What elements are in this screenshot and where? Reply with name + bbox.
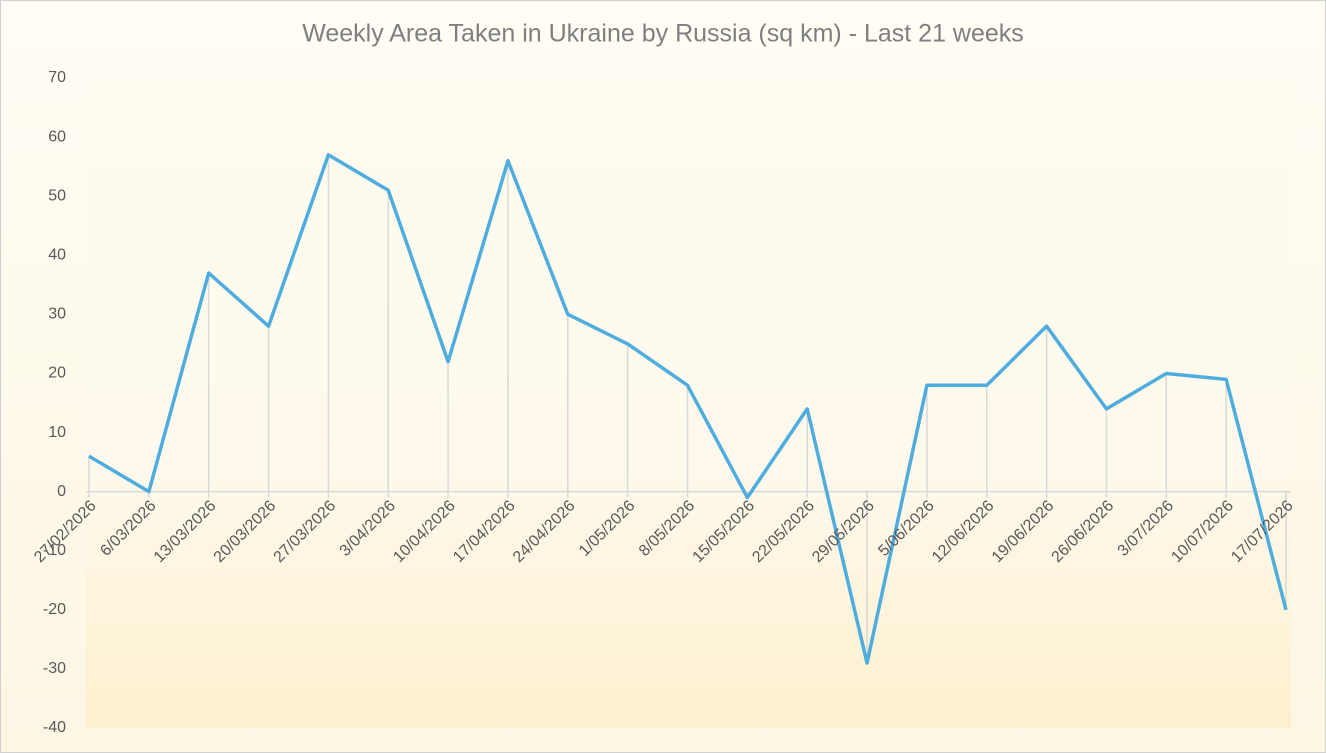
- y-tick-label: 40: [48, 246, 66, 263]
- y-tick-label: -10: [43, 542, 66, 559]
- plot-area: [86, 78, 1291, 728]
- y-tick-label: -40: [43, 719, 66, 736]
- y-tick-label: 20: [48, 365, 66, 382]
- y-tick-label: 10: [48, 424, 66, 441]
- y-tick-label: 50: [48, 187, 66, 204]
- y-tick-label: 30: [48, 306, 66, 323]
- chart-title: Weekly Area Taken in Ukraine by Russia (…: [302, 20, 1024, 48]
- y-tick-label: 0: [57, 483, 66, 500]
- y-tick-label: -20: [43, 601, 66, 618]
- y-tick-label: 60: [48, 128, 66, 145]
- data-line: [88, 153, 1288, 665]
- y-tick-label: -30: [43, 660, 66, 677]
- y-tick-label: 70: [48, 69, 66, 86]
